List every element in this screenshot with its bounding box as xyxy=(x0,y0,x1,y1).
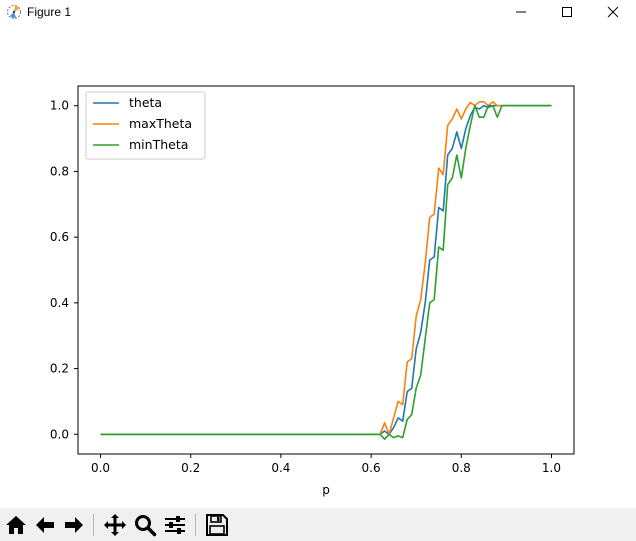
y-tick-label: 0.8 xyxy=(50,164,69,178)
maximize-icon xyxy=(562,7,572,17)
back-button[interactable] xyxy=(31,511,59,539)
floppy-disk-icon xyxy=(206,514,228,536)
x-tick-label: 0.2 xyxy=(181,461,200,475)
legend: theta maxTheta minTheta xyxy=(85,91,206,160)
legend-box xyxy=(85,91,206,160)
y-tick-label: 1.0 xyxy=(50,99,69,113)
figure-canvas[interactable]: 0.0 0.2 0.4 0.6 0.8 1.0 0.0 0.2 0.4 0.6 0.8 1.0 p t… xyxy=(0,24,636,508)
matplotlib-figure-icon xyxy=(6,4,22,20)
forward-button[interactable] xyxy=(60,511,88,539)
window-titlebar: Figure 1 xyxy=(0,0,636,24)
arrow-left-icon xyxy=(36,517,54,533)
y-tick-label: 0.4 xyxy=(50,296,69,310)
close-button[interactable] xyxy=(590,0,636,24)
home-icon xyxy=(6,516,26,534)
series-line-theta xyxy=(100,104,552,436)
configure-subplots-button[interactable] xyxy=(161,511,189,539)
x-tick-label: 1.0 xyxy=(542,461,561,475)
window-title: Figure 1 xyxy=(27,5,72,19)
save-button[interactable] xyxy=(203,511,231,539)
maximize-button[interactable] xyxy=(544,0,590,24)
series-line-mintheta xyxy=(100,104,552,441)
minimize-icon xyxy=(516,11,526,13)
y-tick-label: 0.0 xyxy=(50,427,69,441)
sliders-icon xyxy=(165,516,185,534)
minimize-button[interactable] xyxy=(498,0,544,24)
y-tick-label: 0.2 xyxy=(50,362,69,376)
x-tick-label: 0.4 xyxy=(271,461,290,475)
x-tick-label: 0.0 xyxy=(91,461,110,475)
navigation-toolbar xyxy=(0,508,636,541)
line-chart: 0.0 0.2 0.4 0.6 0.8 1.0 0.0 0.2 0.4 0.6 0.8 1.0 p t… xyxy=(50,85,575,497)
magnifier-icon xyxy=(135,515,157,537)
x-tick-label: 0.8 xyxy=(452,461,471,475)
toolbar-separator xyxy=(195,514,196,536)
x-axis-label: p xyxy=(322,483,330,497)
move-icon xyxy=(104,514,126,536)
home-button[interactable] xyxy=(2,511,30,539)
arrow-right-icon xyxy=(65,517,83,533)
pan-button[interactable] xyxy=(101,511,129,539)
zoom-button[interactable] xyxy=(131,511,159,539)
legend-label-theta: theta xyxy=(129,95,162,110)
legend-label-mintheta: minTheta xyxy=(129,137,188,152)
x-tick-label: 0.6 xyxy=(362,461,381,475)
toolbar-separator xyxy=(93,514,94,536)
close-icon xyxy=(607,6,619,18)
series-line-maxtheta xyxy=(100,101,552,436)
y-tick-label: 0.6 xyxy=(50,230,69,244)
legend-label-maxtheta: maxTheta xyxy=(129,116,192,131)
